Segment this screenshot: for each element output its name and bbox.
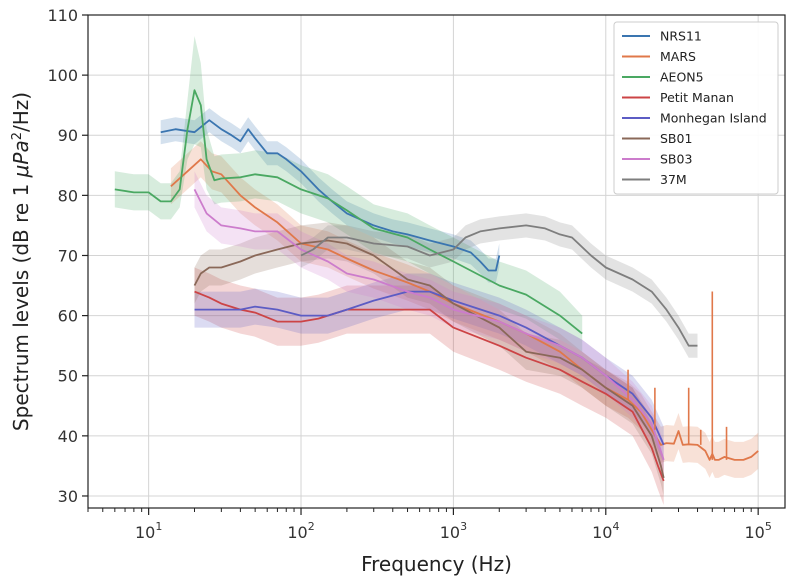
legend-label-1: MARS — [660, 49, 696, 64]
x-axis-ticks: 101 102 103 104 105 — [87, 508, 772, 542]
x-tick-label-1: 102 — [287, 520, 314, 542]
legend-label-2: AEON5 — [660, 70, 704, 85]
spike-lines — [627, 291, 728, 460]
legend-label-5: SB01 — [660, 131, 692, 146]
y-tick-label-1: 40 — [58, 427, 78, 446]
x-axis-label: Frequency (Hz) — [361, 552, 512, 576]
legend-label-4: Monhegan Island — [660, 111, 767, 126]
x-tick-label-3: 104 — [592, 520, 619, 542]
y-tick-label-7: 100 — [47, 66, 78, 85]
legend-label-7: 37M — [660, 172, 687, 187]
y-tick-label-6: 90 — [58, 126, 78, 145]
y-tick-label-5: 80 — [58, 186, 78, 205]
y-axis-label-suffix: /Hz) — [9, 92, 33, 132]
series-band-4 — [194, 273, 664, 463]
y-axis-label: Spectrum levels (dB re 1 μPa2/Hz) — [9, 92, 33, 431]
y-tick-label-2: 50 — [58, 367, 78, 386]
series-line-5 — [193, 239, 665, 479]
series-band-0 — [160, 108, 500, 283]
y-axis-ticks: 30 40 50 60 70 80 90 100 110 — [47, 6, 88, 506]
y-tick-label-0: 30 — [58, 487, 78, 506]
y-tick-label-4: 70 — [58, 246, 78, 265]
legend-label-3: Petit Manan — [660, 90, 734, 105]
series-line-6 — [193, 188, 665, 461]
series-band-2 — [114, 36, 583, 352]
series-line-2 — [114, 89, 583, 335]
series-line-7 — [300, 224, 698, 347]
y-axis-label-prefix: Spectrum levels (dB re 1 — [9, 177, 33, 431]
series-line-1 — [170, 158, 759, 461]
series-band-3 — [194, 267, 664, 505]
x-tick-label-0: 101 — [135, 520, 162, 542]
series-band-6 — [194, 171, 664, 478]
y-axis-label-exponent: 2 — [10, 132, 25, 140]
series-lines — [114, 89, 759, 482]
y-tick-label-8: 110 — [47, 6, 78, 25]
series-line-0 — [160, 119, 501, 272]
x-tick-label-4: 105 — [744, 520, 771, 542]
y-tick-label-3: 60 — [58, 307, 78, 326]
legend: NRS11 MARS AEON5 Petit Manan Monhegan Island… — [613, 21, 779, 195]
legend-label-0: NRS11 — [660, 29, 702, 44]
series-band-7 — [301, 213, 698, 358]
plot-frame — [87, 14, 786, 509]
axes — [87, 14, 786, 509]
legend-box — [613, 21, 779, 195]
legend-label-6: SB03 — [660, 152, 692, 167]
y-axis-label-unit: μPa — [9, 140, 33, 178]
series-line-3 — [194, 290, 665, 482]
x-tick-label-2: 103 — [440, 520, 467, 542]
